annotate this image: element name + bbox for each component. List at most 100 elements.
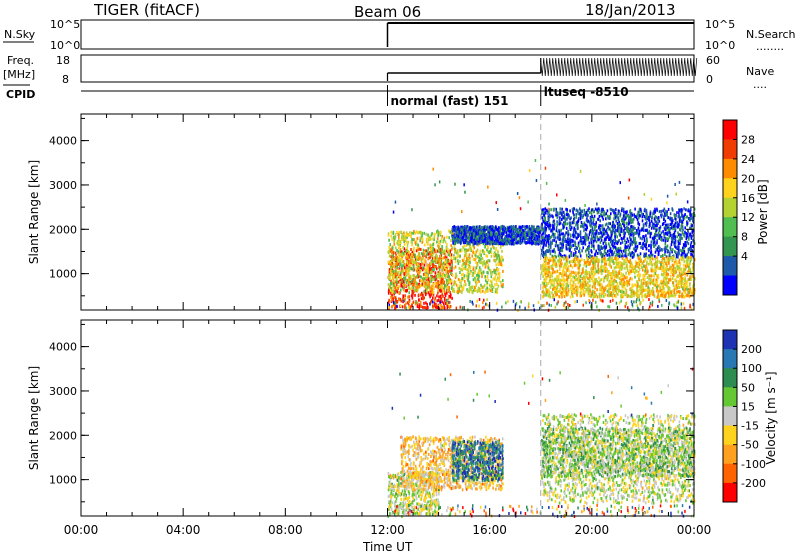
data-cell <box>507 229 509 233</box>
data-cell <box>478 237 480 241</box>
data-cell <box>435 275 438 278</box>
data-cell <box>454 281 456 285</box>
data-cell <box>467 269 470 273</box>
data-cell <box>598 225 600 229</box>
data-cell <box>482 285 485 289</box>
data-cell <box>487 271 489 275</box>
data-cell <box>389 277 391 280</box>
data-cell <box>491 280 493 284</box>
data-cell <box>432 249 434 253</box>
data-cell <box>422 256 424 260</box>
data-cell <box>465 234 467 238</box>
data-cell <box>455 226 457 230</box>
data-cell <box>655 233 657 237</box>
data-cell <box>543 240 545 244</box>
data-cell <box>404 305 406 309</box>
data-cell <box>417 285 419 289</box>
data-cell <box>441 263 443 266</box>
data-cell <box>549 240 552 244</box>
data-cell <box>474 234 477 238</box>
data-cell <box>454 248 457 251</box>
data-cell <box>412 231 415 235</box>
data-cell <box>565 285 568 289</box>
data-cell <box>569 264 572 267</box>
data-cell <box>542 208 545 212</box>
data-cell <box>593 232 595 236</box>
data-cell <box>430 275 433 279</box>
data-cell <box>558 261 560 265</box>
data-cell <box>441 235 443 238</box>
data-cell <box>571 285 573 289</box>
data-cell <box>440 289 442 293</box>
data-cell <box>472 257 475 261</box>
data-cell <box>604 246 607 250</box>
data-cell <box>597 210 600 214</box>
data-cell <box>600 231 602 235</box>
data-cell <box>451 285 453 288</box>
data-cell <box>683 263 685 267</box>
data-cell <box>492 231 495 234</box>
data-cell <box>603 232 605 236</box>
data-cell <box>528 241 531 245</box>
data-cell <box>435 303 437 307</box>
data-cell <box>655 221 658 224</box>
data-cell <box>536 237 539 241</box>
data-cell <box>486 281 489 285</box>
data-cell <box>502 282 504 286</box>
data-cell <box>558 272 561 276</box>
data-cell <box>545 243 547 247</box>
data-cell <box>580 237 583 241</box>
data-cell <box>643 215 646 218</box>
data-cell <box>609 276 612 280</box>
data-cell <box>478 259 480 263</box>
data-cell <box>544 220 547 224</box>
data-cell <box>506 237 509 241</box>
data-cell <box>496 287 499 291</box>
data-cell <box>664 223 667 227</box>
data-cell <box>400 230 403 234</box>
data-cell <box>480 241 482 244</box>
data-cell <box>470 287 472 291</box>
data-cell <box>674 294 676 298</box>
data-cell <box>404 302 407 306</box>
data-cell <box>684 294 687 298</box>
data-cell <box>394 291 396 295</box>
data-cell <box>390 259 393 263</box>
data-cell <box>592 235 595 239</box>
data-cell <box>526 225 528 229</box>
data-cell <box>394 251 397 255</box>
data-cell <box>501 232 503 236</box>
data-cell <box>609 262 611 266</box>
data-cell <box>519 228 522 232</box>
data-cell <box>394 233 397 237</box>
data-cell <box>641 215 644 219</box>
data-cell <box>469 242 471 246</box>
data-cell <box>543 226 545 230</box>
data-cell <box>642 235 644 239</box>
data-cell <box>648 225 650 229</box>
data-cell <box>459 289 461 293</box>
data-cell <box>450 279 453 283</box>
nave-tick-bottom: 0 <box>706 73 713 86</box>
data-cell <box>485 233 487 237</box>
data-cell <box>423 296 425 300</box>
data-cell <box>402 268 405 272</box>
data-cell <box>428 264 430 268</box>
data-cell <box>474 278 477 282</box>
data-cell <box>476 290 479 293</box>
data-cell <box>471 254 474 258</box>
data-cell <box>420 279 422 283</box>
data-cell <box>584 290 587 294</box>
data-cell <box>693 242 696 246</box>
data-cell <box>590 229 593 232</box>
data-cell <box>541 249 544 253</box>
data-cell <box>630 212 633 215</box>
data-cell <box>617 240 619 244</box>
data-cell <box>430 268 433 271</box>
data-cell <box>543 241 545 245</box>
data-cell <box>646 237 648 241</box>
data-cell <box>654 250 657 254</box>
data-cell <box>397 256 400 260</box>
data-cell <box>551 263 554 267</box>
data-cell <box>407 240 409 244</box>
